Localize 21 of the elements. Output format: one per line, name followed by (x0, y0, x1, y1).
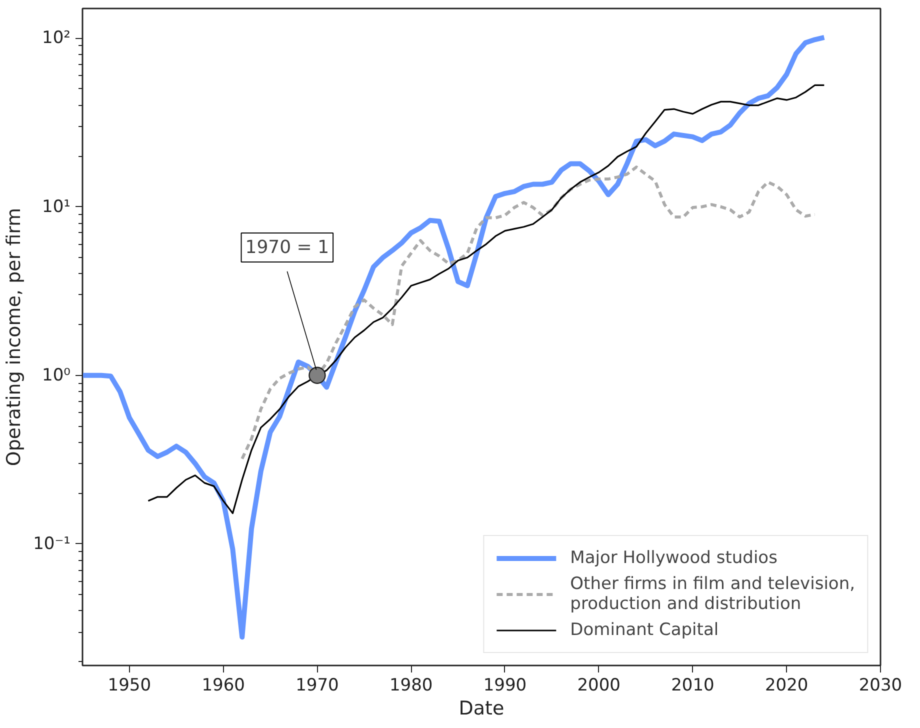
y-axis-title: Operating income, per firm (3, 208, 26, 466)
x-tick-label: 1980 (389, 676, 433, 696)
legend-label: Other firms in film and television, production and distribution (570, 574, 855, 614)
legend-label: Major Hollywood studios (570, 548, 778, 568)
legend-label: Dominant Capital (570, 620, 719, 640)
x-tick-label: 2020 (764, 676, 808, 696)
x-tick-label: 1950 (108, 676, 152, 696)
line-series (147, 84, 825, 514)
x-tick-label: 1960 (202, 676, 245, 696)
x-tick-label: 2000 (577, 676, 620, 696)
x-axis-title: Date (458, 698, 504, 720)
x-tick-label: 2010 (671, 676, 714, 696)
x-tick-label: 1970 (296, 676, 339, 696)
x-tick-label: 2030 (858, 676, 902, 696)
y-tick-label: 10² (42, 28, 71, 48)
annotation: 1970 = 1 (245, 237, 330, 258)
line-series (240, 166, 816, 460)
y-tick-label: 10¹ (42, 196, 71, 217)
x-tick-label: 1990 (483, 676, 527, 696)
y-tick-label: 10⁻¹ (33, 534, 70, 554)
y-tick-label: 10⁰ (42, 365, 71, 386)
